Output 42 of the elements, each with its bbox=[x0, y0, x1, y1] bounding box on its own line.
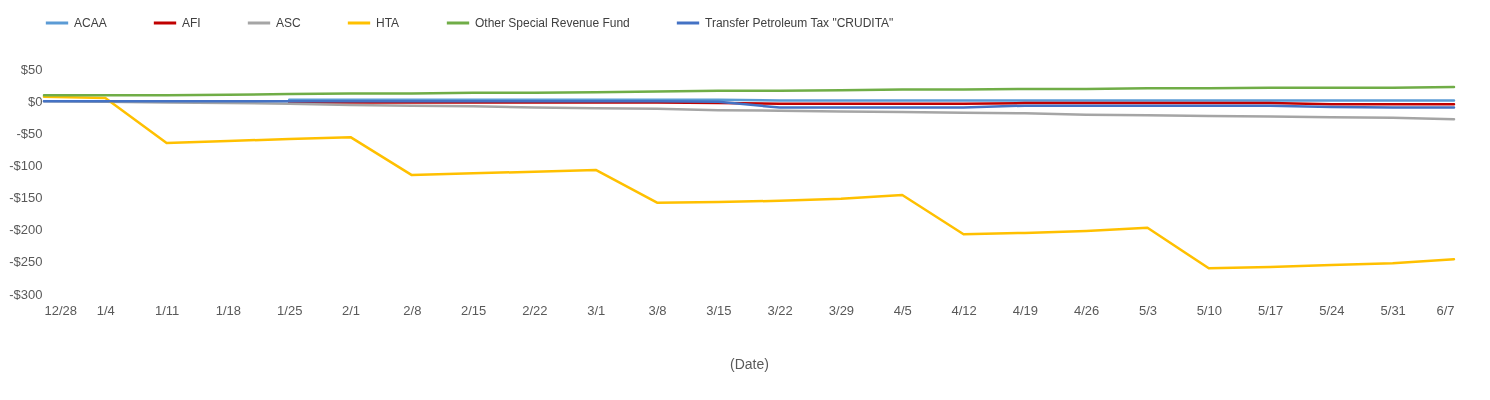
x-tick-label: 5/24 bbox=[1319, 302, 1345, 318]
x-tick-label: 3/29 bbox=[828, 302, 855, 318]
y-tick-label: $0 bbox=[28, 93, 43, 109]
line-series bbox=[42, 99, 1456, 109]
x-tick-label: 1/25 bbox=[277, 302, 303, 318]
line-series bbox=[42, 85, 1456, 97]
legend-label: ACAA bbox=[74, 16, 107, 30]
x-tick-label: 3/8 bbox=[648, 302, 667, 318]
x-tick-label: 1/18 bbox=[215, 302, 242, 318]
legend-label: Transfer Petroleum Tax "CRUDITA" bbox=[705, 16, 894, 30]
x-tick-label: 4/5 bbox=[893, 302, 912, 318]
x-tick-label: 2/1 bbox=[341, 302, 361, 318]
y-tick-label: -$100 bbox=[9, 157, 43, 173]
y-tick-label: -$300 bbox=[9, 286, 43, 302]
y-tick-label: $50 bbox=[20, 61, 43, 77]
x-tick-label: 3/1 bbox=[587, 302, 606, 318]
legend-label: AFI bbox=[182, 16, 201, 30]
legend-label: ASC bbox=[276, 16, 302, 30]
x-tick-label: 1/4 bbox=[96, 302, 115, 318]
y-tick-label: -$200 bbox=[9, 222, 43, 238]
x-tick-label: 5/3 bbox=[1138, 302, 1158, 318]
legend-label: Other Special Revenue Fund bbox=[475, 16, 630, 30]
x-tick-label: 1/11 bbox=[154, 302, 180, 318]
x-tick-label: 2/15 bbox=[460, 302, 487, 318]
x-tick-label: 12/28 bbox=[44, 302, 78, 318]
x-tick-label: 4/26 bbox=[1074, 302, 1100, 318]
y-tick-label: -$250 bbox=[9, 254, 43, 270]
legend-label: HTA bbox=[376, 16, 400, 30]
x-axis-title: (Date) bbox=[730, 355, 769, 372]
y-tick-label: -$150 bbox=[9, 190, 43, 206]
x-tick-label: 4/19 bbox=[1012, 302, 1039, 318]
x-tick-label: 6/7 bbox=[1436, 302, 1455, 318]
x-tick-label: 2/22 bbox=[522, 302, 548, 318]
x-tick-label: 5/17 bbox=[1257, 302, 1284, 318]
x-tick-label: 3/15 bbox=[706, 302, 732, 318]
x-tick-label: 5/10 bbox=[1196, 302, 1222, 318]
x-tick-label: 4/12 bbox=[951, 302, 977, 318]
x-tick-label: 5/31 bbox=[1380, 302, 1406, 318]
x-tick-label: 2/8 bbox=[403, 302, 422, 318]
line-series bbox=[42, 95, 1456, 270]
x-tick-label: 3/22 bbox=[767, 302, 793, 318]
y-tick-label: -$50 bbox=[16, 125, 43, 141]
